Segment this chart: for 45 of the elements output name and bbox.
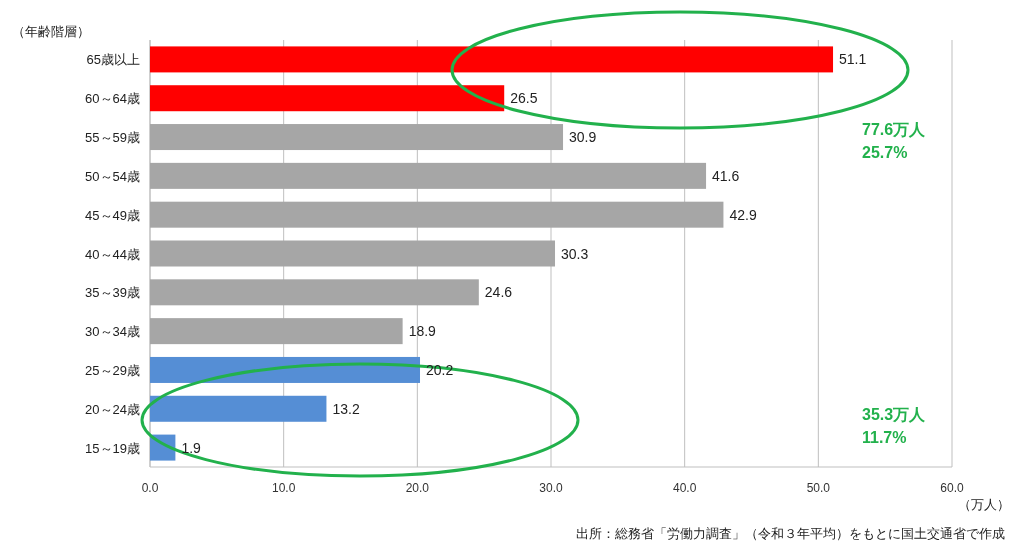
bar bbox=[150, 162, 707, 189]
data-label: 42.9 bbox=[729, 206, 757, 223]
data-label: 30.9 bbox=[569, 129, 597, 146]
x-tick-label: 10.0 bbox=[271, 481, 296, 495]
x-tick-label: 0.0 bbox=[141, 481, 159, 495]
bar bbox=[150, 201, 724, 228]
annotation: 77.6万人 bbox=[862, 121, 927, 138]
y-tick-label: 40～44歳 bbox=[85, 246, 140, 262]
data-label: 18.9 bbox=[408, 323, 437, 340]
y-tick-label: 35～39歳 bbox=[85, 285, 140, 301]
data-label: 51.1 bbox=[839, 51, 867, 68]
bar bbox=[150, 395, 327, 422]
x-tick-label: 40.0 bbox=[672, 481, 697, 495]
bar bbox=[150, 240, 556, 267]
y-tick-label: 30～34歳 bbox=[85, 324, 140, 340]
data-label: 24.6 bbox=[484, 284, 513, 301]
y-tick-label: 55～59歳 bbox=[85, 130, 140, 146]
annotation: 35.3万人 bbox=[862, 406, 927, 423]
bar bbox=[150, 85, 505, 112]
y-tick-label: 65歳以上 bbox=[86, 52, 140, 68]
y-tick-label: 20～24歳 bbox=[85, 401, 140, 417]
data-label: 26.5 bbox=[510, 90, 538, 107]
data-label: 41.6 bbox=[712, 167, 740, 184]
y-tick-label: 15～19歳 bbox=[85, 440, 140, 456]
x-tick-label: 50.0 bbox=[806, 481, 831, 495]
data-label: 30.3 bbox=[561, 245, 589, 262]
data-label: 13.2 bbox=[332, 400, 360, 417]
x-tick-label: 60.0 bbox=[940, 481, 964, 495]
bar bbox=[150, 124, 564, 151]
annotation: 25.7% bbox=[862, 144, 908, 161]
bar bbox=[150, 318, 403, 345]
annotation: 11.7% bbox=[862, 429, 907, 446]
y-tick-label: 50～54歳 bbox=[85, 168, 140, 184]
data-label: 1.9 bbox=[181, 439, 202, 456]
x-axis-title: （万人） bbox=[958, 497, 1010, 512]
bar bbox=[150, 279, 479, 306]
y-tick-label: 45～49歳 bbox=[85, 207, 140, 223]
y-axis-title: （年齢階層） bbox=[12, 24, 90, 39]
bar bbox=[150, 46, 834, 73]
bar bbox=[150, 356, 421, 383]
x-tick-label: 30.0 bbox=[539, 481, 563, 495]
y-tick-label: 25～29歳 bbox=[85, 362, 140, 378]
text: 出所：総務省「労働力調査」（令和３年平均）をもとに国土交通省で作成 bbox=[576, 526, 1005, 541]
x-tick-label: 20.0 bbox=[405, 481, 430, 495]
y-tick-label: 60～64歳 bbox=[85, 91, 140, 107]
